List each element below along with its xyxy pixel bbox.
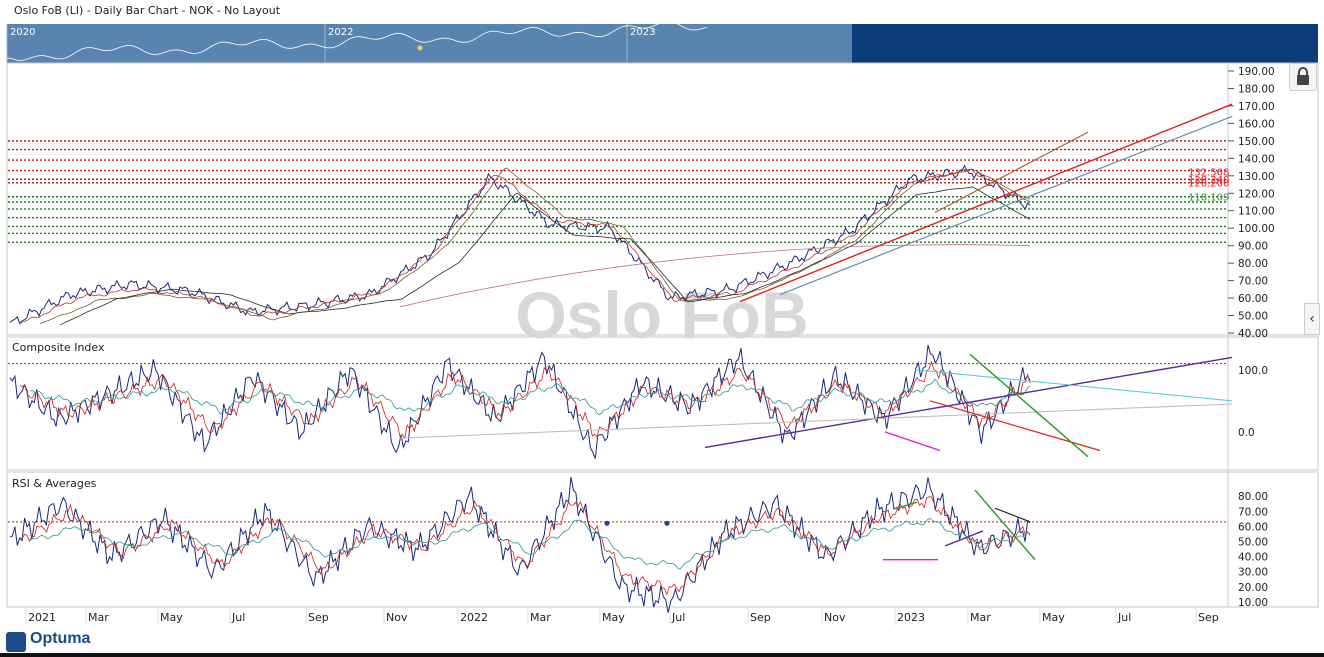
lock-icon[interactable] [1289,63,1317,91]
level-label: 126.200 [1188,178,1229,189]
rsi-trend-line [974,489,1036,561]
moving-average-line [59,186,1031,326]
navigator-year-label: 2020 [10,27,35,38]
x-tick-label: Mar [88,611,109,624]
navigator-year-label: 2022 [328,27,353,38]
navigator-marker [417,45,423,51]
rsi-avg-line [19,496,1031,596]
rsi-y-tick-label: 70.00 [1238,506,1268,518]
navigator-year-label: 2023 [630,27,655,38]
trend-line [934,131,1089,214]
x-tick-label: 2022 [460,611,488,624]
pane-frame-rsi [6,471,1319,608]
rsi-y-tick-label: 40.00 [1238,552,1268,564]
x-tick-label: Mar [530,611,551,624]
logo-text: Optuma [30,630,91,647]
rsi-trend-line [994,507,1031,523]
navigator-window[interactable] [7,24,852,63]
navigator-bar[interactable] [7,24,1318,63]
rsi-y-tick-label: 20.00 [1238,582,1268,594]
composite-avg-line [19,360,1031,440]
x-tick-label: May [602,611,625,624]
rsi-y-tick-label: 50.00 [1238,537,1268,549]
main-y-tick-label: 60.00 [1238,293,1268,305]
pane-label-composite: Composite Index [12,341,105,354]
pane-label-rsi: RSI & Averages [12,477,97,490]
rsi-y-tick-label: 80.00 [1238,491,1268,503]
main-y-tick-label: 90.00 [1238,241,1268,253]
x-tick-label: Sep [750,611,771,624]
rsi-y-tick-label: 10.00 [1238,597,1268,609]
main-y-tick-label: 50.00 [1238,311,1268,323]
x-tick-label: 2023 [897,611,925,624]
moving-average-line [39,167,1031,325]
level-label: 118.109 [1188,193,1229,204]
composite-avg-line [29,378,1031,416]
composite-y-tick-label: 100.0 [1238,365,1268,377]
rsi-trend-line [896,501,918,509]
main-y-tick-label: 140.00 [1238,153,1275,165]
moving-average-line [399,244,1031,308]
pane-frame-main [6,62,1319,336]
x-tick-label: 2021 [28,611,56,624]
x-tick-label: May [160,611,183,624]
main-y-tick-label: 170.00 [1238,101,1275,113]
main-y-tick-label: 80.00 [1238,258,1268,270]
navigator-price-line [6,20,708,61]
level-label: 132.568 [1188,167,1229,178]
composite-trend-line [914,369,1233,402]
price-series-line [9,164,1031,325]
level-label: 128.240 [1188,175,1229,186]
logo-mark [6,632,26,652]
main-y-tick-label: 190.00 [1238,66,1275,78]
bottom-bar [0,653,1324,657]
x-tick-label: Nov [824,611,846,624]
watermark-text: Oslo FoB [515,278,808,352]
trend-line [779,115,1233,296]
main-y-tick-label: 40.00 [1238,328,1268,340]
composite-trend-line [884,431,941,452]
rsi-y-tick-label: 60.00 [1238,521,1268,533]
main-y-tick-label: 180.00 [1238,83,1275,95]
x-tick-label: Jul [671,611,685,624]
composite-trend-line [969,353,1089,458]
main-y-tick-label: 150.00 [1238,136,1275,148]
x-tick-label: May [1042,611,1065,624]
rsi-marker [604,520,610,526]
rsi-y-tick-label: 30.00 [1238,567,1268,579]
x-tick-label: Nov [386,611,408,624]
main-y-tick-label: 100.00 [1238,223,1275,235]
chart-title: Oslo FoB (LI) - Daily Bar Chart - NOK - … [14,4,281,17]
x-tick-label: Jul [231,611,245,624]
rsi-trend-line [944,530,984,547]
moving-average-line [19,168,1031,324]
rsi-marker [664,520,670,526]
main-y-tick-label: 130.00 [1238,171,1275,183]
x-tick-label: Sep [1198,611,1219,624]
composite-y-tick-label: 0.0 [1238,427,1255,439]
trend-line [739,103,1233,303]
main-y-tick-label: 70.00 [1238,276,1268,288]
chevron-left-icon[interactable]: ‹ [1304,303,1320,335]
composite-trend-line [704,356,1233,449]
rsi-avg-line [29,517,1031,570]
composite-trend-line [399,403,1233,439]
main-y-tick-label: 120.00 [1238,188,1275,200]
main-y-tick-label: 160.00 [1238,118,1275,130]
x-tick-label: Sep [308,611,329,624]
x-tick-label: Mar [970,611,991,624]
composite-trend-line [929,400,1101,452]
x-tick-label: Jul [1117,611,1131,624]
pane-frame-comp [6,336,1319,471]
main-y-tick-label: 110.00 [1238,206,1275,218]
